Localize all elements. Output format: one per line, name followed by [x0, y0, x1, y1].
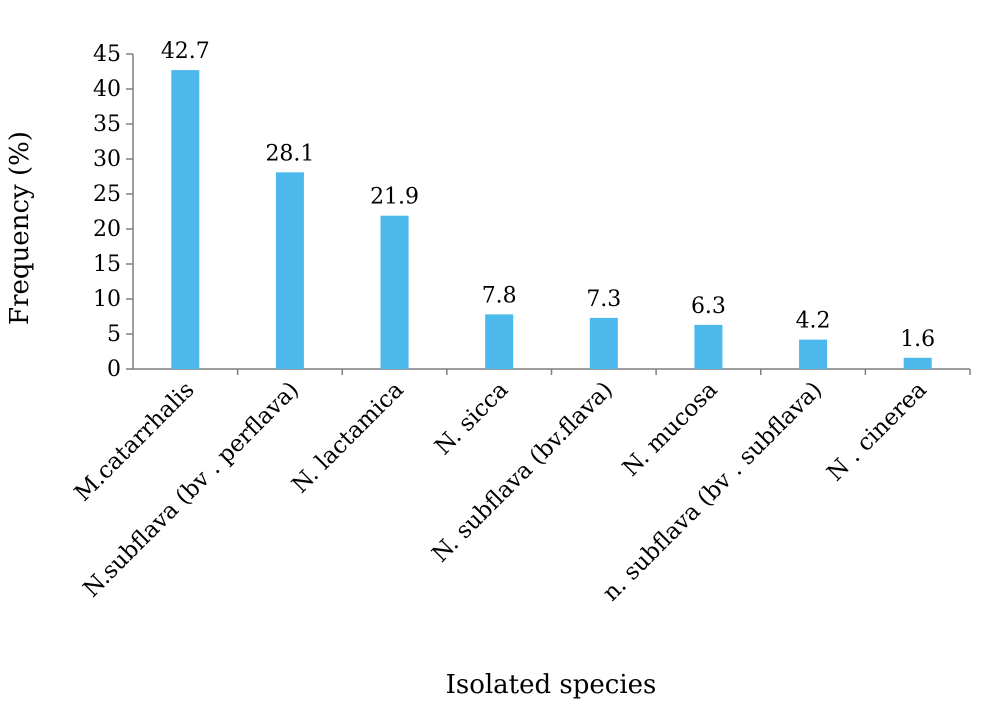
bars — [171, 70, 932, 369]
y-tick-label: 25 — [93, 182, 121, 207]
bar — [903, 357, 932, 369]
bar — [799, 339, 828, 369]
y-tick-label: 0 — [107, 357, 121, 382]
y-tick-label: 5 — [107, 322, 121, 347]
data-label: 4.2 — [796, 309, 831, 334]
data-label: 7.3 — [586, 287, 621, 312]
y-tick-label: 35 — [93, 112, 121, 137]
y-axis: 0 5 10 15 20 25 30 35 40 45 — [93, 42, 971, 382]
data-labels: 42.7 28.1 21.9 7.8 7.3 6.3 4.2 1.6 — [161, 39, 935, 352]
category-label: N. subflava (bv.flava) — [427, 377, 618, 568]
data-label: 42.7 — [161, 39, 210, 64]
data-label: 28.1 — [265, 141, 314, 166]
y-tick-label: 45 — [93, 42, 121, 67]
category-label: N.subflava (bv . perflava) — [79, 377, 305, 603]
category-label: n. subflava (bv . subflava) — [598, 377, 827, 606]
y-axis-title: Frequency (%) — [5, 131, 35, 325]
bar — [694, 324, 723, 369]
category-label: N. mucosa — [618, 377, 723, 482]
x-axis-title: Isolated species — [446, 670, 657, 700]
category-label: N . cinerea — [822, 377, 932, 487]
y-tick-label: 30 — [93, 147, 121, 172]
category-label: N. sicca — [430, 377, 514, 461]
data-label: 7.8 — [482, 283, 517, 308]
bar — [171, 70, 200, 369]
category-label: N. lactamica — [287, 377, 409, 499]
bar — [485, 314, 514, 369]
bar — [275, 172, 304, 369]
bar — [380, 215, 409, 369]
y-tick-label: 15 — [93, 252, 121, 277]
y-tick-label: 10 — [93, 287, 121, 312]
y-tick-label: 20 — [93, 217, 121, 242]
data-label: 1.6 — [900, 327, 935, 352]
data-label: 21.9 — [370, 185, 419, 210]
bar — [589, 317, 618, 369]
data-label: 6.3 — [691, 294, 726, 319]
y-tick-label: 40 — [93, 77, 121, 102]
